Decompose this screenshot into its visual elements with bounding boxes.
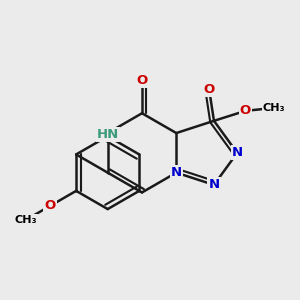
Text: O: O <box>44 200 56 212</box>
Text: CH₃: CH₃ <box>15 215 38 225</box>
Text: N: N <box>171 166 182 179</box>
Text: HN: HN <box>97 128 119 141</box>
Text: N: N <box>232 146 243 159</box>
Text: CH₃: CH₃ <box>262 103 285 113</box>
Text: O: O <box>136 74 148 87</box>
Text: O: O <box>240 104 251 117</box>
Text: N: N <box>208 178 220 191</box>
Text: O: O <box>203 83 215 96</box>
